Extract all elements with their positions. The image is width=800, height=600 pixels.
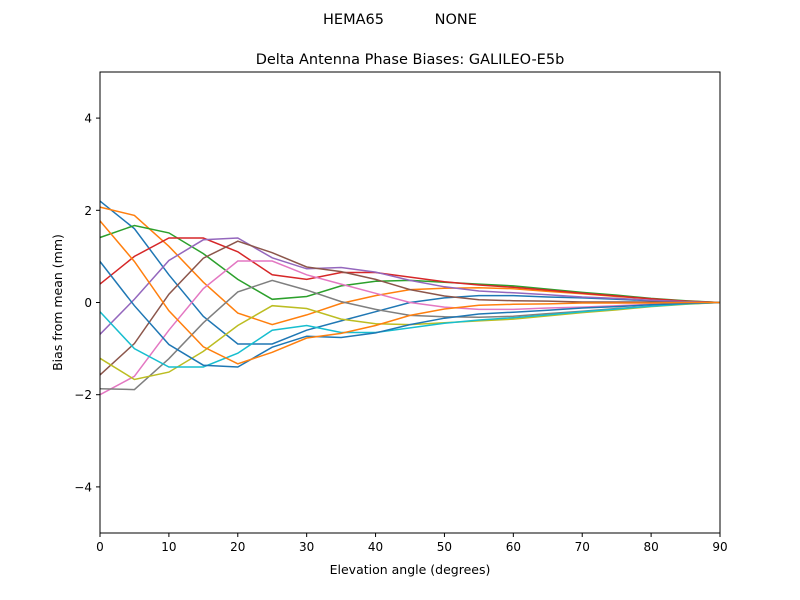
x-tick-label: 70 — [575, 540, 590, 554]
series-line-8 — [99, 301, 721, 381]
x-tick-label: 0 — [96, 540, 104, 554]
chart-title: Delta Antenna Phase Biases: GALILEO-E5b — [256, 52, 565, 68]
series-line-6 — [99, 260, 721, 396]
y-tick-label: 2 — [84, 204, 92, 218]
series-line-2 — [99, 224, 721, 304]
x-tick-label: 60 — [506, 540, 521, 554]
y-tick-label: 0 — [84, 296, 92, 310]
x-tick-label: 90 — [712, 540, 727, 554]
x-axis-ticks: 0 10 20 30 40 50 60 70 80 90 — [96, 533, 728, 554]
series-line-10 — [99, 261, 721, 368]
series-line-5 — [99, 240, 720, 376]
series-line-9 — [99, 301, 721, 368]
x-axis-label: Elevation angle (degrees) — [330, 562, 491, 577]
series-line-3 — [99, 237, 721, 304]
y-tick-label: −4 — [74, 480, 92, 494]
series-line-0 — [99, 200, 721, 345]
series-line-4 — [99, 237, 721, 335]
y-tick-label: 4 — [84, 112, 92, 126]
x-tick-label: 20 — [230, 540, 245, 554]
series-lines — [99, 200, 721, 396]
x-tick-label: 50 — [437, 540, 452, 554]
series-line-11 — [99, 220, 720, 365]
suptitle: HEMA65 NONE — [323, 12, 477, 28]
x-tick-label: 80 — [643, 540, 658, 554]
y-axis-ticks: −4 −2 0 2 4 — [74, 112, 100, 494]
x-tick-label: 40 — [368, 540, 383, 554]
series-line-1 — [99, 206, 721, 326]
y-axis-label: Bias from mean (mm) — [50, 234, 65, 371]
x-tick-label: 10 — [161, 540, 176, 554]
y-tick-label: −2 — [74, 388, 92, 402]
x-tick-label: 30 — [299, 540, 314, 554]
